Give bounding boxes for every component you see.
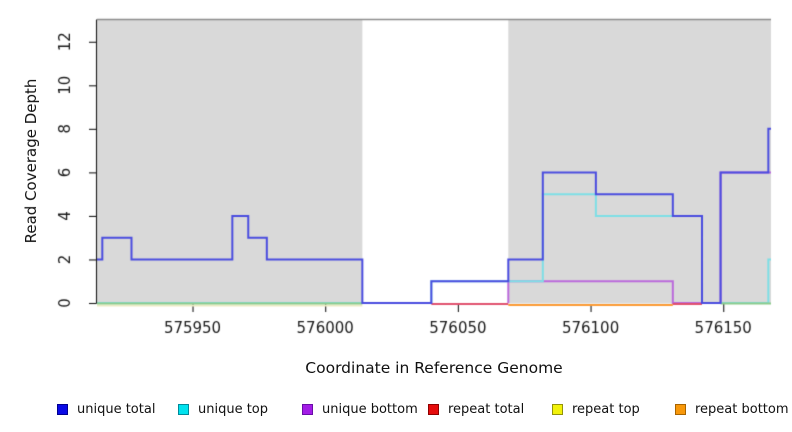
legend-item-label: repeat bottom: [695, 401, 789, 417]
legend-item-label: unique bottom: [322, 401, 418, 417]
repeat-bottom-swatch-icon: [675, 403, 686, 415]
unique-bottom-swatch-icon: [302, 403, 313, 415]
repeat-top-swatch-icon: [552, 403, 563, 415]
legend-item-label: unique top: [198, 401, 269, 417]
unique-top-swatch-icon: [178, 403, 189, 415]
legend-item: repeat top: [552, 401, 640, 417]
repeat-total-swatch-icon: [428, 403, 439, 415]
legend-item: unique top: [178, 401, 268, 417]
x-axis-label: Coordinate in Reference Genome: [305, 359, 563, 377]
legend-item: repeat bottom: [675, 401, 789, 417]
legend-item-label: repeat top: [572, 401, 640, 417]
legend-item-label: unique total: [77, 401, 156, 417]
legend-item-label: repeat total: [448, 401, 525, 417]
legend-item: unique bottom: [302, 401, 418, 417]
legend-item: repeat total: [428, 401, 524, 417]
y-axis-label: Read Coverage Depth: [22, 78, 40, 244]
legend-item: unique total: [57, 401, 155, 417]
unique-total-swatch-icon: [57, 403, 68, 415]
